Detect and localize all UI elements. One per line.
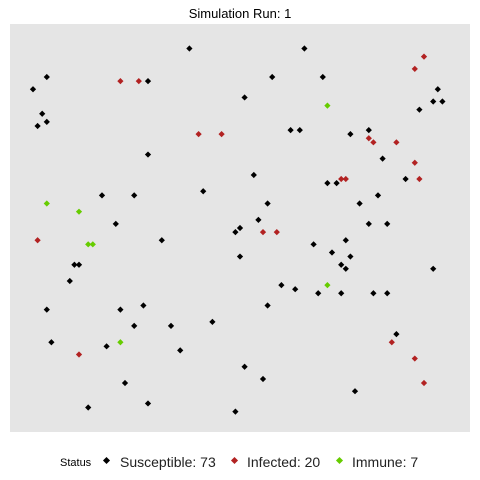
- point-susceptible-47: [342, 265, 349, 272]
- legend-item-immune: Immune: 7: [335, 454, 418, 470]
- legend-key-susceptible: [102, 456, 111, 465]
- point-susceptible-19: [144, 151, 152, 158]
- point-infected-8: [393, 139, 400, 146]
- point-susceptible-52: [315, 290, 322, 297]
- point-immune-5: [324, 282, 331, 289]
- point-susceptible-33: [232, 228, 239, 236]
- point-susceptible-51: [292, 286, 299, 293]
- point-susceptible-42: [236, 253, 244, 260]
- point-susceptible-55: [384, 290, 391, 297]
- legend-item-susceptible: Susceptible: 73: [102, 454, 216, 470]
- point-susceptible-50: [278, 282, 285, 289]
- point-susceptible-48: [430, 265, 437, 272]
- point-immune-2: [75, 208, 83, 215]
- legend-key-immune: [335, 456, 344, 465]
- point-susceptible-25: [98, 192, 106, 199]
- point-susceptible-34: [112, 220, 119, 228]
- point-susceptible-54: [370, 290, 377, 297]
- legend-label-susceptible: Susceptible: 73: [120, 454, 216, 470]
- point-susceptible-13: [43, 118, 50, 126]
- chart-title: Simulation Run: 1: [189, 6, 292, 21]
- point-susceptible-26: [200, 188, 207, 195]
- legend-title: Status: [60, 457, 92, 469]
- point-susceptible-32: [236, 224, 244, 232]
- point-infected-0: [117, 78, 124, 85]
- point-susceptible-37: [342, 237, 349, 244]
- point-susceptible-44: [338, 261, 345, 268]
- point-susceptible-21: [250, 171, 257, 179]
- point-susceptible-4: [144, 78, 152, 85]
- legend: Status Susceptible: 73 Infected: 20 Immu…: [60, 454, 418, 470]
- point-susceptible-14: [34, 122, 41, 130]
- point-immune-1: [43, 200, 50, 207]
- point-immune-4: [89, 241, 96, 248]
- point-infected-7: [370, 139, 377, 146]
- point-susceptible-40: [310, 241, 317, 248]
- point-infected-19: [420, 379, 428, 387]
- point-susceptible-0: [186, 45, 193, 52]
- point-susceptible-62: [393, 330, 400, 338]
- legend-key-infected: [230, 456, 239, 465]
- point-infected-1: [135, 78, 142, 85]
- point-susceptible-3: [29, 86, 37, 93]
- point-susceptible-58: [264, 302, 271, 309]
- point-susceptible-68: [259, 375, 267, 383]
- point-infected-18: [411, 355, 418, 362]
- point-infected-16: [388, 339, 395, 346]
- point-susceptible-27: [131, 192, 138, 199]
- point-susceptible-43: [347, 253, 354, 260]
- point-infected-6: [365, 135, 372, 142]
- point-susceptible-69: [351, 388, 359, 395]
- point-susceptible-66: [241, 363, 248, 370]
- point-susceptible-53: [338, 290, 345, 297]
- legend-item-infected: Infected: 20: [230, 454, 320, 470]
- legend-label-infected: Infected: 20: [247, 454, 320, 470]
- legend-label-immune: Immune: 7: [352, 454, 418, 470]
